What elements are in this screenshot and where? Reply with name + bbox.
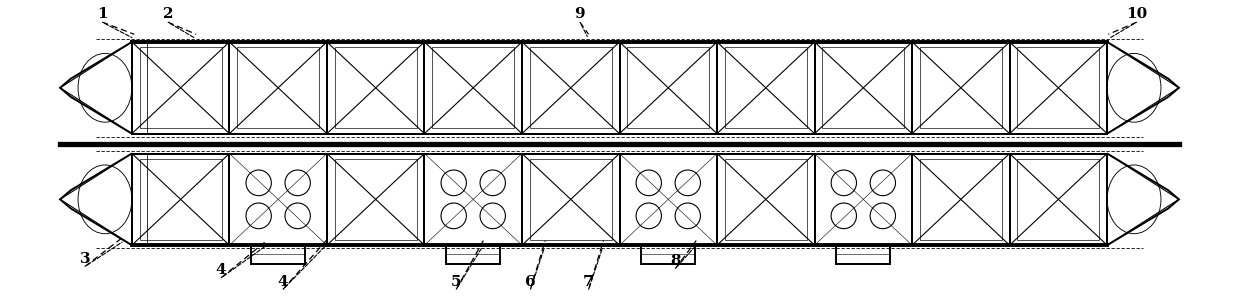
Text: 2: 2 — [162, 7, 173, 21]
Text: 3: 3 — [79, 252, 90, 266]
Text: 8: 8 — [670, 254, 680, 268]
Text: 1: 1 — [97, 7, 108, 21]
Text: 4: 4 — [216, 263, 227, 277]
Text: 5: 5 — [451, 275, 461, 289]
Text: 7: 7 — [584, 275, 593, 289]
Text: 9: 9 — [575, 7, 585, 21]
Text: 6: 6 — [525, 275, 535, 289]
Text: 4: 4 — [278, 275, 289, 289]
Text: 10: 10 — [1126, 7, 1147, 21]
